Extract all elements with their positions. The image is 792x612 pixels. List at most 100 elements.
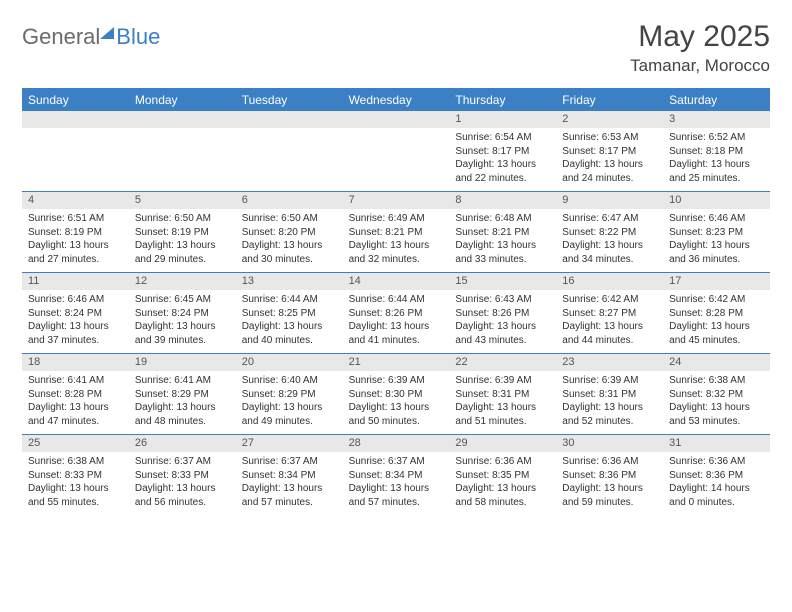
day-cell: Sunrise: 6:36 AMSunset: 8:35 PMDaylight:… [449,452,556,515]
day-number: 13 [236,273,343,290]
day-cell: Sunrise: 6:49 AMSunset: 8:21 PMDaylight:… [343,209,450,272]
day-detail-line: Sunrise: 6:46 AM [28,293,123,307]
day-number: 31 [663,435,770,452]
day-detail-line: and 39 minutes. [135,334,230,348]
day-detail-line: and 33 minutes. [455,253,550,267]
day-detail-line: and 50 minutes. [349,415,444,429]
day-number: 26 [129,435,236,452]
logo-text-general: General [22,24,100,50]
day-number [236,111,343,128]
day-number: 20 [236,354,343,371]
day-detail-line: Sunrise: 6:39 AM [349,374,444,388]
day-number: 19 [129,354,236,371]
day-cell: Sunrise: 6:54 AMSunset: 8:17 PMDaylight:… [449,128,556,191]
day-cell: Sunrise: 6:40 AMSunset: 8:29 PMDaylight:… [236,371,343,434]
day-detail-line: and 47 minutes. [28,415,123,429]
day-detail-line: Sunset: 8:24 PM [135,307,230,321]
day-cell: Sunrise: 6:45 AMSunset: 8:24 PMDaylight:… [129,290,236,353]
day-detail-line: Sunset: 8:27 PM [562,307,657,321]
day-number: 24 [663,354,770,371]
day-detail-line: Daylight: 13 hours [455,401,550,415]
day-number: 17 [663,273,770,290]
day-detail-line: Sunset: 8:35 PM [455,469,550,483]
day-detail-line: Daylight: 13 hours [669,239,764,253]
day-detail-line: Daylight: 13 hours [455,482,550,496]
day-cell: Sunrise: 6:37 AMSunset: 8:33 PMDaylight:… [129,452,236,515]
day-detail-line: Sunset: 8:26 PM [349,307,444,321]
day-cell: Sunrise: 6:50 AMSunset: 8:20 PMDaylight:… [236,209,343,272]
day-detail-line: and 52 minutes. [562,415,657,429]
logo-text-blue: Blue [116,24,160,50]
day-cell [343,128,450,191]
day-detail-line: and 55 minutes. [28,496,123,510]
day-detail-line: and 49 minutes. [242,415,337,429]
day-cell: Sunrise: 6:43 AMSunset: 8:26 PMDaylight:… [449,290,556,353]
day-cell [129,128,236,191]
day-detail-line: Sunset: 8:29 PM [242,388,337,402]
logo-triangle-icon [100,27,114,39]
weekday-tuesday: Tuesday [236,90,343,111]
day-number: 18 [22,354,129,371]
day-detail-line: Sunset: 8:24 PM [28,307,123,321]
day-detail-line: Sunrise: 6:45 AM [135,293,230,307]
day-number-row: 18192021222324 [22,354,770,371]
day-detail-line: Sunrise: 6:51 AM [28,212,123,226]
day-cell: Sunrise: 6:47 AMSunset: 8:22 PMDaylight:… [556,209,663,272]
day-detail-line: Sunrise: 6:37 AM [349,455,444,469]
day-detail-line: Daylight: 13 hours [349,239,444,253]
day-detail-line: Sunrise: 6:37 AM [135,455,230,469]
day-number: 9 [556,192,663,209]
day-number: 30 [556,435,663,452]
day-detail-line: and 43 minutes. [455,334,550,348]
day-detail-line: Daylight: 13 hours [28,482,123,496]
day-detail-line: Sunset: 8:30 PM [349,388,444,402]
day-cell: Sunrise: 6:51 AMSunset: 8:19 PMDaylight:… [22,209,129,272]
day-cells-row: Sunrise: 6:54 AMSunset: 8:17 PMDaylight:… [22,128,770,191]
day-cells-row: Sunrise: 6:41 AMSunset: 8:28 PMDaylight:… [22,371,770,434]
day-cell: Sunrise: 6:53 AMSunset: 8:17 PMDaylight:… [556,128,663,191]
day-number: 12 [129,273,236,290]
day-detail-line: Sunset: 8:34 PM [242,469,337,483]
calendar-week: 123Sunrise: 6:54 AMSunset: 8:17 PMDaylig… [22,111,770,191]
day-cell: Sunrise: 6:37 AMSunset: 8:34 PMDaylight:… [236,452,343,515]
day-cell: Sunrise: 6:48 AMSunset: 8:21 PMDaylight:… [449,209,556,272]
day-detail-line: Sunset: 8:25 PM [242,307,337,321]
day-detail-line: Sunrise: 6:44 AM [242,293,337,307]
day-detail-line: and 34 minutes. [562,253,657,267]
day-detail-line: Daylight: 13 hours [242,401,337,415]
day-number: 2 [556,111,663,128]
day-detail-line: Sunset: 8:34 PM [349,469,444,483]
day-detail-line: Sunset: 8:32 PM [669,388,764,402]
day-detail-line: Daylight: 14 hours [669,482,764,496]
day-detail-line: Sunset: 8:18 PM [669,145,764,159]
day-number: 1 [449,111,556,128]
day-cell [236,128,343,191]
day-cell [22,128,129,191]
day-detail-line: Sunset: 8:28 PM [28,388,123,402]
day-number: 23 [556,354,663,371]
day-detail-line: Sunset: 8:20 PM [242,226,337,240]
day-number: 5 [129,192,236,209]
day-detail-line: Sunrise: 6:38 AM [669,374,764,388]
day-detail-line: Daylight: 13 hours [562,239,657,253]
day-number: 29 [449,435,556,452]
day-cell: Sunrise: 6:52 AMSunset: 8:18 PMDaylight:… [663,128,770,191]
day-detail-line: and 25 minutes. [669,172,764,186]
day-detail-line: and 0 minutes. [669,496,764,510]
day-cell: Sunrise: 6:46 AMSunset: 8:23 PMDaylight:… [663,209,770,272]
day-number: 11 [22,273,129,290]
day-detail-line: and 59 minutes. [562,496,657,510]
day-cells-row: Sunrise: 6:51 AMSunset: 8:19 PMDaylight:… [22,209,770,272]
day-cell: Sunrise: 6:41 AMSunset: 8:28 PMDaylight:… [22,371,129,434]
day-detail-line: Sunset: 8:26 PM [455,307,550,321]
day-cell: Sunrise: 6:39 AMSunset: 8:31 PMDaylight:… [556,371,663,434]
day-detail-line: Daylight: 13 hours [669,320,764,334]
day-detail-line: Sunset: 8:31 PM [455,388,550,402]
day-detail-line: Sunrise: 6:50 AM [242,212,337,226]
day-number: 27 [236,435,343,452]
day-cell: Sunrise: 6:39 AMSunset: 8:30 PMDaylight:… [343,371,450,434]
day-detail-line: Daylight: 13 hours [242,320,337,334]
day-detail-line: Sunrise: 6:36 AM [669,455,764,469]
day-detail-line: and 22 minutes. [455,172,550,186]
day-detail-line: Sunrise: 6:54 AM [455,131,550,145]
